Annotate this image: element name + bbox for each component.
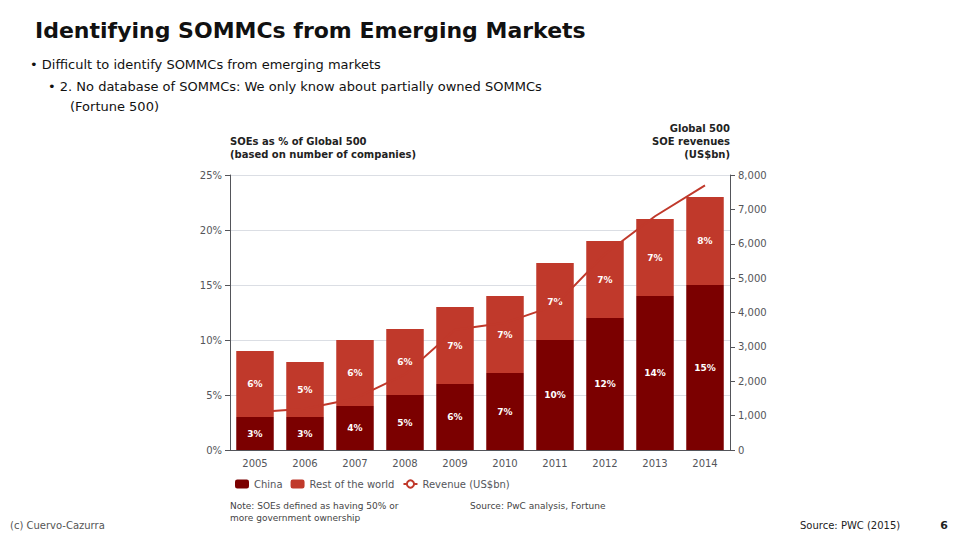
svg-text:7%: 7% (547, 296, 563, 307)
svg-text:14%: 14% (644, 368, 666, 378)
svg-text:0%: 0% (206, 445, 222, 456)
svg-text:Note: SOEs defined as having 5: Note: SOEs defined as having 50% or (230, 501, 399, 511)
svg-text:SOE revenues: SOE revenues (652, 136, 730, 147)
svg-text:5%: 5% (397, 418, 412, 428)
svg-text:0: 0 (738, 445, 744, 456)
svg-text:6%: 6% (347, 368, 362, 378)
svg-text:10%: 10% (544, 390, 566, 400)
svg-text:5%: 5% (206, 390, 222, 401)
svg-text:2006: 2006 (292, 458, 317, 469)
svg-text:China: China (254, 479, 283, 490)
svg-text:Rest of the world: Rest of the world (310, 479, 395, 490)
svg-text:2007: 2007 (342, 458, 367, 469)
svg-text:Identifying SOMMCs from Emergi: Identifying SOMMCs from Emerging Markets (35, 18, 586, 43)
svg-text:5%: 5% (297, 385, 312, 395)
svg-text:• 2. No database of SOMMCs: We: • 2. No database of SOMMCs: We only know… (48, 79, 542, 94)
svg-text:7%: 7% (447, 341, 462, 351)
svg-text:6: 6 (940, 519, 948, 532)
svg-text:10%: 10% (200, 335, 222, 346)
svg-text:7%: 7% (597, 275, 612, 285)
svg-text:2009: 2009 (442, 458, 467, 469)
svg-text:8,000: 8,000 (738, 170, 767, 181)
svg-text:4,000: 4,000 (738, 307, 767, 318)
svg-text:Source: PWC (2015): Source: PWC (2015) (800, 520, 900, 531)
svg-text:3,000: 3,000 (738, 341, 767, 352)
svg-text:3%: 3% (247, 429, 262, 439)
svg-text:15%: 15% (694, 363, 716, 373)
svg-text:7,000: 7,000 (738, 204, 767, 215)
svg-text:5,000: 5,000 (738, 273, 767, 284)
svg-text:7%: 7% (497, 330, 512, 340)
svg-text:3%: 3% (297, 429, 312, 439)
svg-text:7%: 7% (497, 407, 512, 417)
svg-text:25%: 25% (200, 170, 222, 181)
svg-text:• Difficult to identify SOMMCs: • Difficult to identify SOMMCs from emer… (30, 57, 381, 72)
svg-text:SOEs as % of Global 500: SOEs as % of Global 500 (230, 136, 367, 147)
svg-text:2008: 2008 (392, 458, 417, 469)
svg-text:(c) Cuervo-Cazurra: (c) Cuervo-Cazurra (10, 520, 105, 531)
svg-text:2014: 2014 (692, 458, 717, 469)
svg-text:Global 500: Global 500 (670, 123, 730, 134)
svg-text:2005: 2005 (242, 458, 267, 469)
svg-text:Source: PwC analysis, Fortune: Source: PwC analysis, Fortune (470, 501, 606, 511)
svg-text:2012: 2012 (592, 458, 617, 469)
svg-text:(US$bn): (US$bn) (684, 149, 730, 160)
svg-text:2011: 2011 (542, 458, 567, 469)
svg-text:6,000: 6,000 (738, 238, 767, 249)
svg-text:1,000: 1,000 (738, 410, 767, 421)
svg-text:more government ownership: more government ownership (230, 513, 361, 523)
svg-text:6%: 6% (447, 412, 462, 422)
svg-text:2,000: 2,000 (738, 376, 767, 387)
svg-text:4%: 4% (347, 423, 362, 433)
svg-text:Revenue (US$bn): Revenue (US$bn) (422, 479, 509, 490)
svg-text:6%: 6% (397, 357, 412, 367)
svg-text:7%: 7% (647, 253, 662, 263)
svg-text:2010: 2010 (492, 458, 517, 469)
svg-text:(Fortune 500): (Fortune 500) (70, 99, 159, 114)
svg-text:8%: 8% (697, 236, 712, 246)
svg-text:6%: 6% (247, 379, 262, 389)
svg-text:(based on number of companies): (based on number of companies) (230, 149, 416, 160)
svg-text:15%: 15% (200, 280, 222, 291)
svg-text:12%: 12% (594, 379, 616, 389)
svg-text:2013: 2013 (642, 458, 667, 469)
svg-text:20%: 20% (200, 225, 222, 236)
